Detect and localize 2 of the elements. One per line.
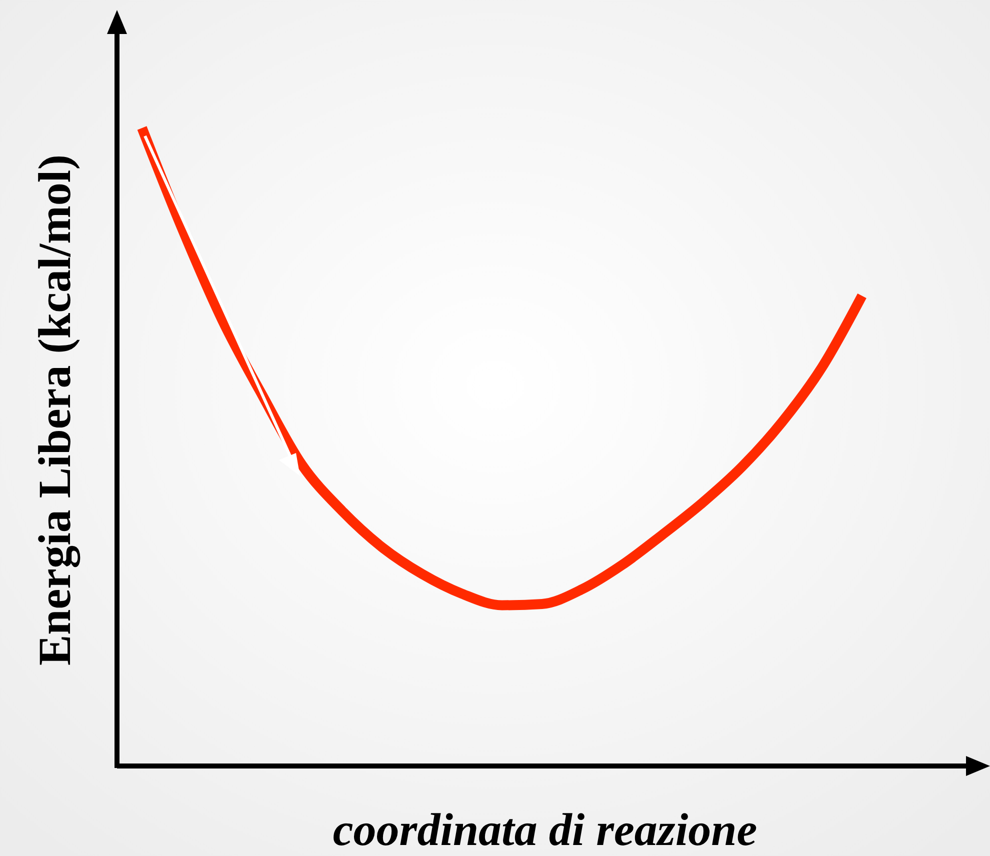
y-axis-title: Energia Libera (kcal/mol) bbox=[29, 154, 81, 666]
x-axis-title: coordinata di reazione bbox=[332, 804, 758, 855]
